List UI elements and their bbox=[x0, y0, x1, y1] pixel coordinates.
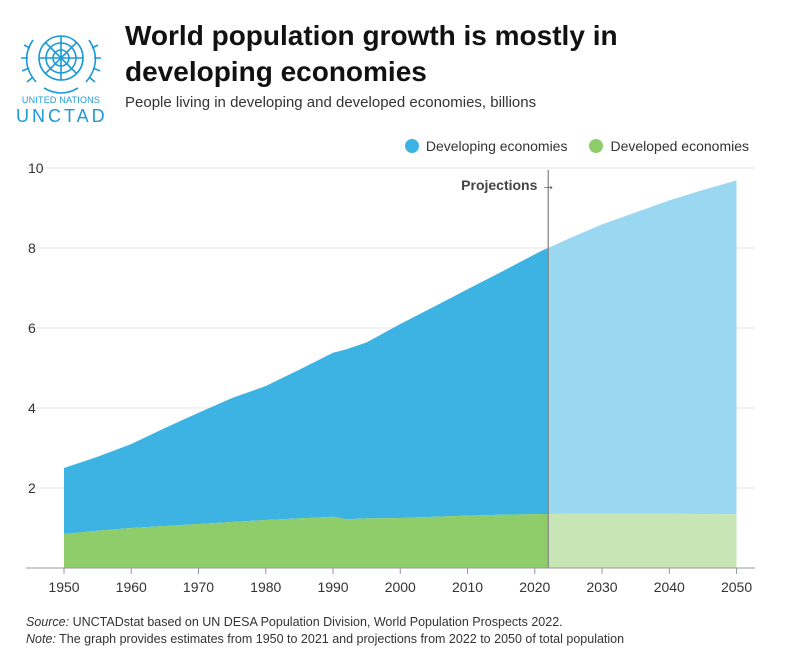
y-tick-label: 4 bbox=[28, 400, 36, 416]
legend-item-developing: Developing economies bbox=[404, 138, 568, 154]
area-developing-projections bbox=[548, 180, 737, 515]
x-tick-label: 2020 bbox=[519, 579, 550, 595]
note-text: The graph provides estimates from 1950 t… bbox=[55, 632, 625, 646]
x-tick-label: 2050 bbox=[721, 579, 752, 595]
legend-item-developed: Developed economies bbox=[589, 138, 749, 154]
area-chart: 2 4 6 8 10 Projections → 1950 1960 1970 1980 1990 2… bbox=[26, 160, 755, 595]
source-text: UNCTADstat based on UN DESA Population D… bbox=[69, 615, 563, 629]
org-name-line1: UNITED NATIONS bbox=[21, 95, 101, 105]
un-emblem-icon bbox=[16, 18, 106, 130]
chart-legend: Developing economies Developed economies bbox=[404, 138, 749, 154]
x-tick-label: 1970 bbox=[183, 579, 214, 595]
x-tick-label: 2010 bbox=[452, 579, 483, 595]
area-developed-projections bbox=[548, 513, 737, 568]
chart-title: World population growth is mostly in dev… bbox=[125, 20, 618, 87]
legend-swatch-developed bbox=[589, 139, 604, 153]
area-developed-estimates bbox=[64, 514, 549, 568]
source-line: Source: UNCTADstat based on UN DESA Popu… bbox=[26, 614, 624, 631]
x-tick-label: 1980 bbox=[250, 579, 281, 595]
legend-label-developed: Developed economies bbox=[610, 138, 749, 154]
x-tick-label: 1950 bbox=[48, 579, 79, 595]
y-tick-label: 6 bbox=[28, 320, 36, 336]
projections-annotation: Projections → bbox=[461, 177, 555, 193]
legend-label-developing: Developing economies bbox=[425, 138, 568, 154]
y-tick-label: 8 bbox=[28, 240, 36, 256]
source-label: Source: bbox=[26, 615, 70, 629]
x-tick-label: 2030 bbox=[586, 579, 617, 595]
note-line: Note: The graph provides estimates from … bbox=[26, 631, 624, 648]
x-tick-label: 1990 bbox=[317, 579, 348, 595]
y-tick-label: 10 bbox=[28, 160, 44, 176]
org-name-line2: UNCTAD bbox=[16, 106, 108, 126]
chart-subtitle: People living in developing and develope… bbox=[125, 94, 537, 111]
x-tick-label: 2040 bbox=[654, 579, 685, 595]
footer-notes: Source: UNCTADstat based on UN DESA Popu… bbox=[26, 614, 624, 648]
y-tick-label: 2 bbox=[28, 480, 36, 496]
legend-swatch-developing bbox=[404, 139, 419, 153]
area-developing-estimates bbox=[64, 248, 549, 534]
note-label: Note: bbox=[26, 632, 56, 646]
x-tick-label: 2000 bbox=[385, 579, 416, 595]
x-tick-label: 1960 bbox=[116, 579, 147, 595]
